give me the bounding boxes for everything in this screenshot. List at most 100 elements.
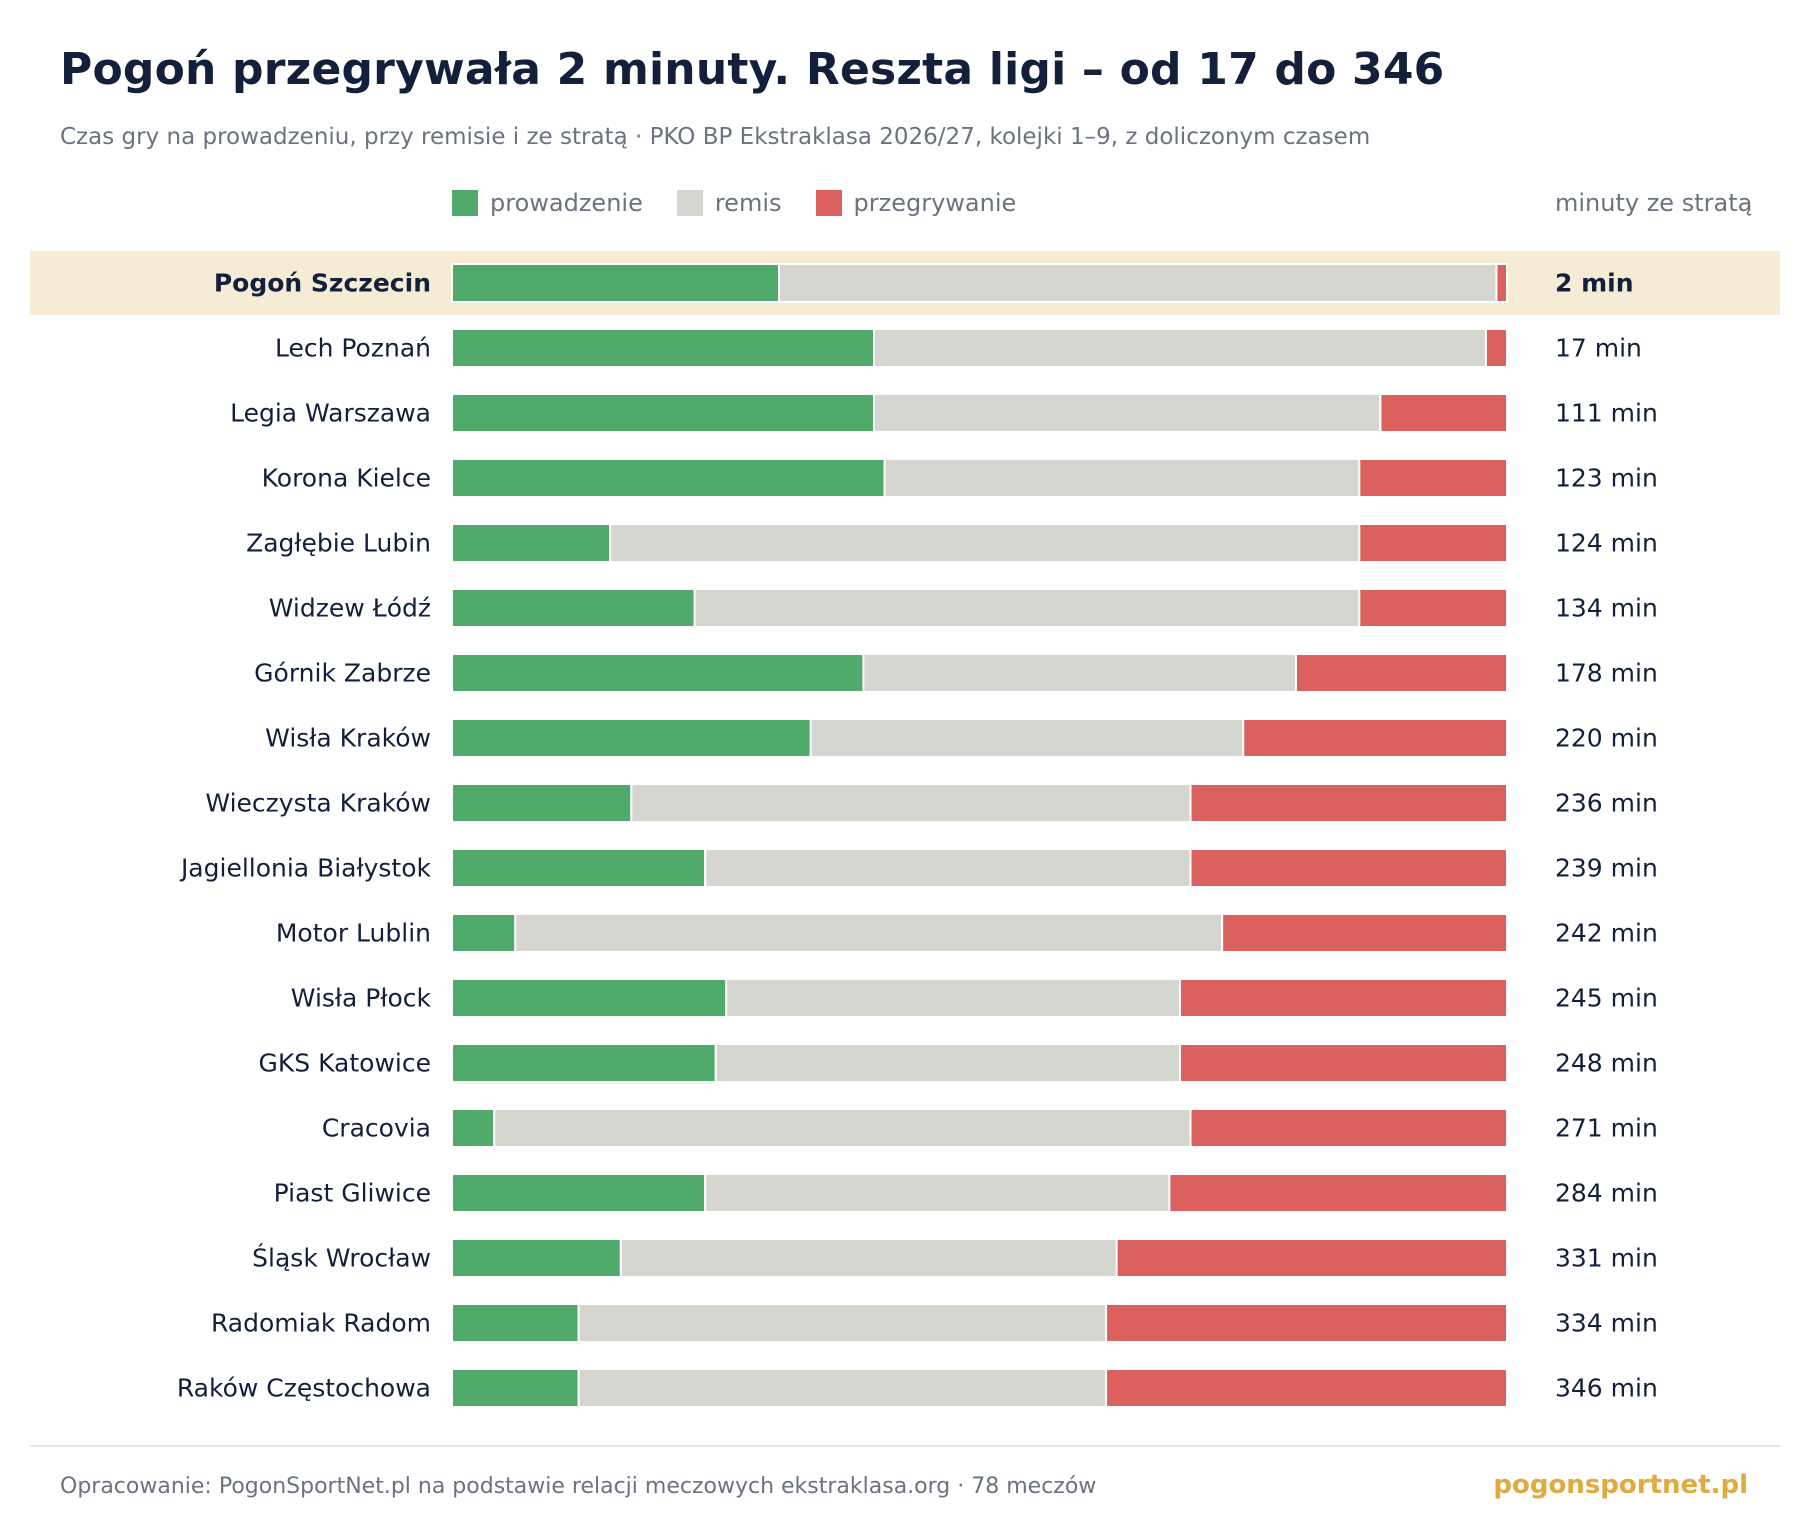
bar-lead-pogon-szczecin bbox=[451, 263, 781, 303]
value-label-gornik-zabrze: 178 min bbox=[1555, 659, 1658, 688]
bar-loss-zaglebie-lubin bbox=[1358, 523, 1509, 563]
bar-lead-wisla-plock bbox=[451, 978, 728, 1018]
legend: prowadzenie remis przegrywanie bbox=[452, 188, 1050, 218]
category-label-pogon-szczecin: Pogoń Szczecin bbox=[214, 269, 431, 298]
bar-loss-jagiellonia-bialystok bbox=[1189, 848, 1508, 888]
bar-lead-wisla-krakow bbox=[451, 718, 812, 758]
category-label-legia-warszawa: Legia Warszawa bbox=[230, 399, 431, 428]
legend-item-losing: przegrywanie bbox=[815, 189, 1017, 217]
legend-swatch-leading bbox=[452, 190, 478, 216]
bar-lead-korona-kielce bbox=[451, 458, 886, 498]
bar-draw-wisla-krakow bbox=[809, 718, 1245, 758]
category-label-lech-poznan: Lech Poznań bbox=[275, 334, 431, 363]
chart-title: Pogoń przegrywała 2 minuty. Reszta ligi … bbox=[60, 44, 1445, 95]
bar-lead-lech-poznan bbox=[451, 328, 875, 368]
legend-label-leading: prowadzenie bbox=[490, 189, 643, 217]
bar-loss-widzew-lodz bbox=[1358, 588, 1509, 628]
footer-divider bbox=[30, 1445, 1780, 1447]
category-label-korona-kielce: Korona Kielce bbox=[262, 464, 431, 493]
value-label-motor-lublin: 242 min bbox=[1555, 919, 1658, 948]
bar-draw-gks-katowice bbox=[714, 1043, 1181, 1083]
value-label-pogon-szczecin: 2 min bbox=[1555, 269, 1634, 298]
bar-loss-motor-lublin bbox=[1221, 913, 1509, 953]
bar-lead-motor-lublin bbox=[451, 913, 517, 953]
bar-draw-gornik-zabrze bbox=[862, 653, 1297, 693]
bar-loss-slask-wroclaw bbox=[1115, 1238, 1509, 1278]
category-label-gks-katowice: GKS Katowice bbox=[259, 1049, 431, 1078]
bar-draw-wieczysta-krakow bbox=[630, 783, 1192, 823]
legend-label-draw: remis bbox=[714, 189, 782, 217]
bar-draw-legia-warszawa bbox=[873, 393, 1382, 433]
bar-draw-piast-gliwice bbox=[704, 1173, 1171, 1213]
source-note: Opracowanie: PogonSportNet.pl na podstaw… bbox=[60, 1474, 1097, 1499]
category-label-piast-gliwice: Piast Gliwice bbox=[274, 1179, 431, 1208]
value-label-slask-wroclaw: 331 min bbox=[1555, 1244, 1658, 1273]
brand-logo-text: pogonsportnet.pl bbox=[1493, 1470, 1748, 1500]
value-label-gks-katowice: 248 min bbox=[1555, 1049, 1658, 1078]
bar-draw-zaglebie-lubin bbox=[609, 523, 1361, 563]
bar-loss-piast-gliwice bbox=[1168, 1173, 1509, 1213]
value-label-korona-kielce: 123 min bbox=[1555, 464, 1658, 493]
bar-lead-rakow-czestochowa bbox=[451, 1368, 580, 1408]
chart-subtitle: Czas gry na prowadzeniu, przy remisie i … bbox=[60, 124, 1371, 150]
legend-swatch-draw bbox=[676, 190, 703, 216]
legend-swatch-losing bbox=[815, 190, 842, 216]
category-label-gornik-zabrze: Górnik Zabrze bbox=[254, 659, 431, 688]
value-label-wisla-krakow: 220 min bbox=[1555, 724, 1658, 753]
bar-draw-motor-lublin bbox=[514, 913, 1224, 953]
bar-loss-gks-katowice bbox=[1178, 1043, 1508, 1083]
category-label-zaglebie-lubin: Zagłębie Lubin bbox=[246, 529, 431, 558]
bar-lead-zaglebie-lubin bbox=[451, 523, 612, 563]
legend-label-losing: przegrywanie bbox=[853, 189, 1017, 217]
value-label-zaglebie-lubin: 124 min bbox=[1555, 529, 1658, 558]
value-label-cracovia: 271 min bbox=[1555, 1114, 1658, 1143]
value-label-jagiellonia-bialystok: 239 min bbox=[1555, 854, 1658, 883]
bar-draw-slask-wroclaw bbox=[619, 1238, 1118, 1278]
bar-lead-piast-gliwice bbox=[451, 1173, 707, 1213]
bar-loss-radomiak-radom bbox=[1105, 1303, 1508, 1343]
bar-draw-wisla-plock bbox=[725, 978, 1181, 1018]
bar-lead-jagiellonia-bialystok bbox=[451, 848, 707, 888]
value-label-widzew-lodz: 134 min bbox=[1555, 594, 1658, 623]
bar-draw-rakow-czestochowa bbox=[577, 1368, 1108, 1408]
bar-loss-rakow-czestochowa bbox=[1105, 1368, 1508, 1408]
category-label-jagiellonia-bialystok: Jagiellonia Białystok bbox=[179, 854, 432, 883]
category-label-wisla-plock: Wisła Płock bbox=[291, 984, 432, 1013]
value-label-piast-gliwice: 284 min bbox=[1555, 1179, 1658, 1208]
value-label-radomiak-radom: 334 min bbox=[1555, 1309, 1658, 1338]
bar-lead-legia-warszawa bbox=[451, 393, 875, 433]
category-label-radomiak-radom: Radomiak Radom bbox=[211, 1309, 431, 1338]
bar-lead-cracovia bbox=[451, 1108, 496, 1148]
category-label-wisla-krakow: Wisła Kraków bbox=[265, 724, 431, 753]
bar-draw-korona-kielce bbox=[883, 458, 1361, 498]
value-column-header: minuty ze stratą bbox=[1555, 189, 1753, 217]
bar-loss-legia-warszawa bbox=[1379, 393, 1509, 433]
bar-lead-gornik-zabrze bbox=[451, 653, 865, 693]
category-label-motor-lublin: Motor Lublin bbox=[276, 919, 431, 948]
category-label-cracovia: Cracovia bbox=[322, 1114, 431, 1143]
bar-lead-radomiak-radom bbox=[451, 1303, 580, 1343]
bar-loss-wisla-plock bbox=[1178, 978, 1508, 1018]
bar-lead-slask-wroclaw bbox=[451, 1238, 622, 1278]
bar-loss-lech-poznan bbox=[1484, 328, 1509, 368]
value-label-legia-warszawa: 111 min bbox=[1555, 399, 1658, 428]
bar-loss-pogon-szczecin bbox=[1495, 263, 1508, 303]
bar-loss-wieczysta-krakow bbox=[1189, 783, 1508, 823]
bar-loss-wisla-krakow bbox=[1242, 718, 1508, 758]
bar-draw-widzew-lodz bbox=[693, 588, 1361, 628]
value-label-wisla-plock: 245 min bbox=[1555, 984, 1658, 1013]
bar-draw-jagiellonia-bialystok bbox=[704, 848, 1192, 888]
bar-lead-wieczysta-krakow bbox=[451, 783, 633, 823]
value-label-rakow-czestochowa: 346 min bbox=[1555, 1374, 1658, 1403]
category-label-slask-wroclaw: Śląsk Wrocław bbox=[252, 1243, 431, 1273]
value-label-wieczysta-krakow: 236 min bbox=[1555, 789, 1658, 818]
bar-draw-pogon-szczecin bbox=[778, 263, 1498, 303]
legend-item-leading: prowadzenie bbox=[452, 189, 643, 217]
bar-lead-widzew-lodz bbox=[451, 588, 696, 628]
category-label-rakow-czestochowa: Raków Częstochowa bbox=[177, 1374, 431, 1403]
bar-draw-lech-poznan bbox=[873, 328, 1487, 368]
category-label-widzew-lodz: Widzew Łódź bbox=[269, 594, 431, 623]
bar-loss-cracovia bbox=[1189, 1108, 1508, 1148]
bar-draw-cracovia bbox=[493, 1108, 1192, 1148]
